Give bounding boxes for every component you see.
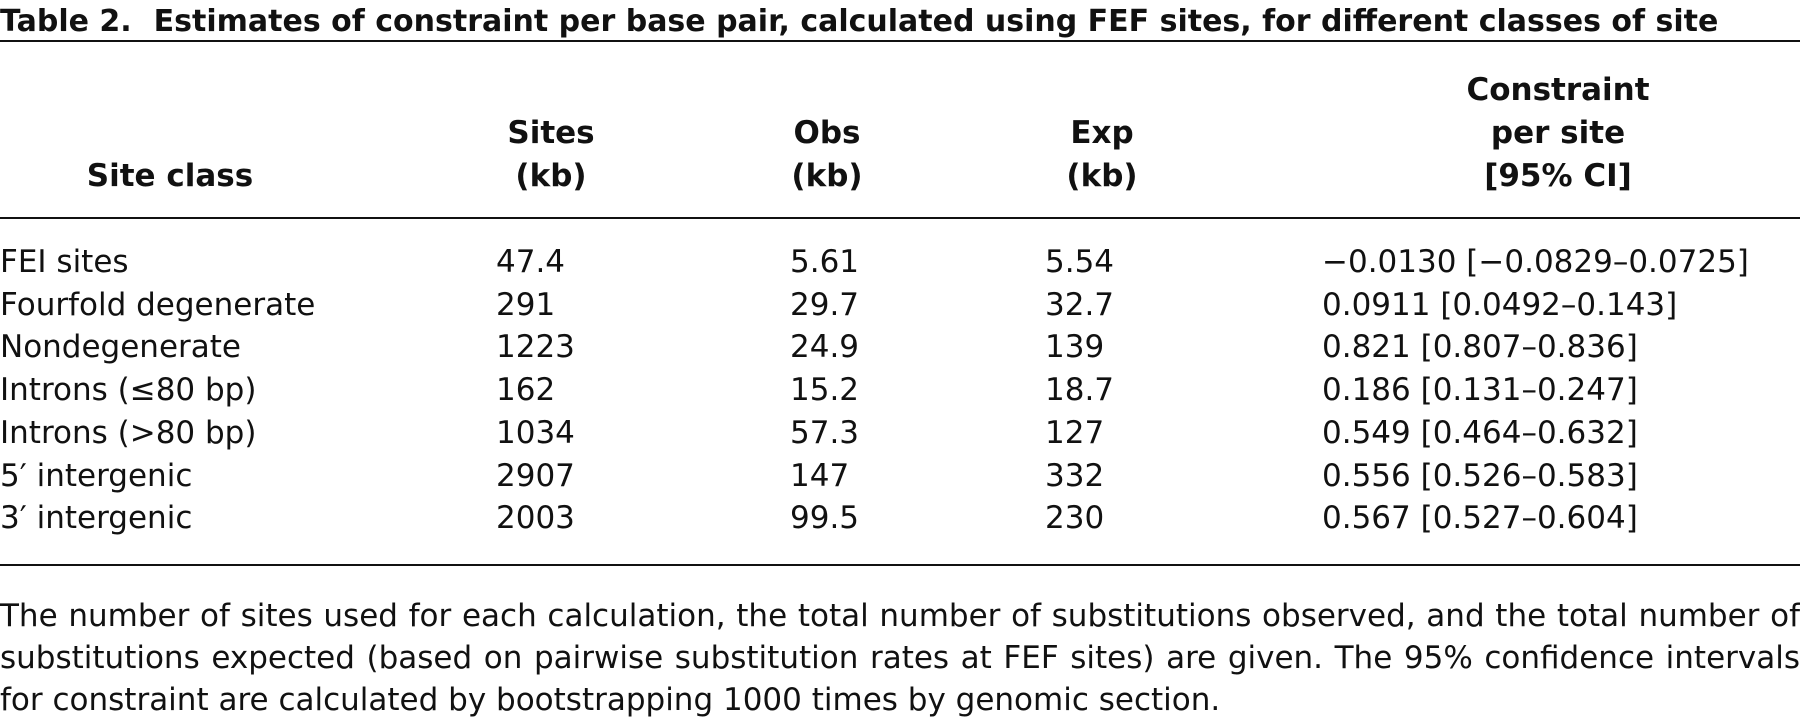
cell: 5.61 xyxy=(790,244,860,280)
cell: 0.567 [0.527–0.604] xyxy=(1322,500,1638,537)
row-label: 3′ intergenic xyxy=(0,500,193,537)
header-rule xyxy=(0,217,1800,219)
cell: 24.9 xyxy=(790,329,860,366)
cell: −0.0130 [−0.0829–0.0725] xyxy=(1322,244,1749,280)
cell: 0.186 [0.131–0.247] xyxy=(1322,372,1638,409)
bottom-rule xyxy=(0,564,1800,566)
top-rule xyxy=(0,40,1800,42)
cell: 47.4 xyxy=(496,244,566,280)
cell: 127 xyxy=(1045,414,1105,451)
column-header: Sites xyxy=(507,115,595,151)
cell: 0.0911 [0.0492–0.143] xyxy=(1322,286,1678,323)
column-header: (kb) xyxy=(1066,158,1138,194)
column-header: Site class xyxy=(86,158,254,194)
cell: 5.54 xyxy=(1045,244,1115,280)
cell: 230 xyxy=(1045,500,1105,537)
cell: 2907 xyxy=(496,457,575,494)
row-label: Fourfold degenerate xyxy=(0,286,316,323)
cell: 2003 xyxy=(496,500,575,537)
cell: 332 xyxy=(1045,457,1105,494)
cell: 291 xyxy=(496,286,556,323)
cell: 1034 xyxy=(496,414,575,451)
table-label: Table 2. xyxy=(0,4,132,39)
column-header: (kb) xyxy=(515,158,587,194)
cell: 147 xyxy=(790,457,850,494)
cell: 0.821 [0.807–0.836] xyxy=(1322,329,1638,366)
column-header: Obs xyxy=(793,115,861,151)
cell: 1223 xyxy=(496,329,575,366)
row-label: 5′ intergenic xyxy=(0,457,193,494)
cell: 32.7 xyxy=(1045,286,1115,323)
row-label: FEI sites xyxy=(0,244,129,280)
row-label: Nondegenerate xyxy=(0,329,241,366)
cell: 162 xyxy=(496,372,556,409)
table-title: Table 2. Estimates of constraint per base… xyxy=(0,4,1718,40)
cell: 99.5 xyxy=(790,500,860,537)
cell: 18.7 xyxy=(1045,372,1115,409)
cell: 57.3 xyxy=(790,414,860,451)
cell: 0.556 [0.526–0.583] xyxy=(1322,457,1638,494)
column-header: Constraint xyxy=(1466,72,1650,108)
row-label: Introns (>80 bp) xyxy=(0,414,257,451)
column-header: (kb) xyxy=(791,158,863,194)
footnote: The number of sites used for each calcul… xyxy=(0,598,1800,718)
column-header: Exp xyxy=(1070,115,1134,151)
column-header: [95% CI] xyxy=(1484,158,1632,194)
cell: 15.2 xyxy=(790,372,860,409)
table-caption: Estimates of constraint per base pair, c… xyxy=(153,4,1719,39)
cell: 0.549 [0.464–0.632] xyxy=(1322,414,1638,451)
column-header: per site xyxy=(1490,115,1626,151)
row-label: Introns (≤80 bp) xyxy=(0,372,257,409)
cell: 139 xyxy=(1045,329,1105,366)
cell: 29.7 xyxy=(790,286,860,323)
